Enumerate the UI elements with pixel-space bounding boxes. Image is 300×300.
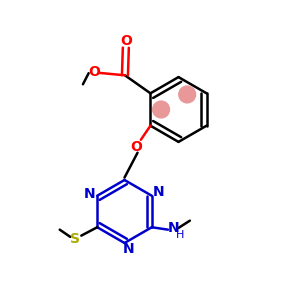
Text: N: N <box>153 185 164 199</box>
Text: O: O <box>120 34 132 48</box>
Text: H: H <box>176 230 184 240</box>
Text: S: S <box>70 232 80 246</box>
Text: N: N <box>123 242 135 256</box>
Text: O: O <box>130 140 142 154</box>
Text: O: O <box>88 65 100 79</box>
Text: N: N <box>168 221 179 236</box>
Circle shape <box>153 101 169 118</box>
Circle shape <box>179 86 196 103</box>
Text: N: N <box>84 187 95 201</box>
